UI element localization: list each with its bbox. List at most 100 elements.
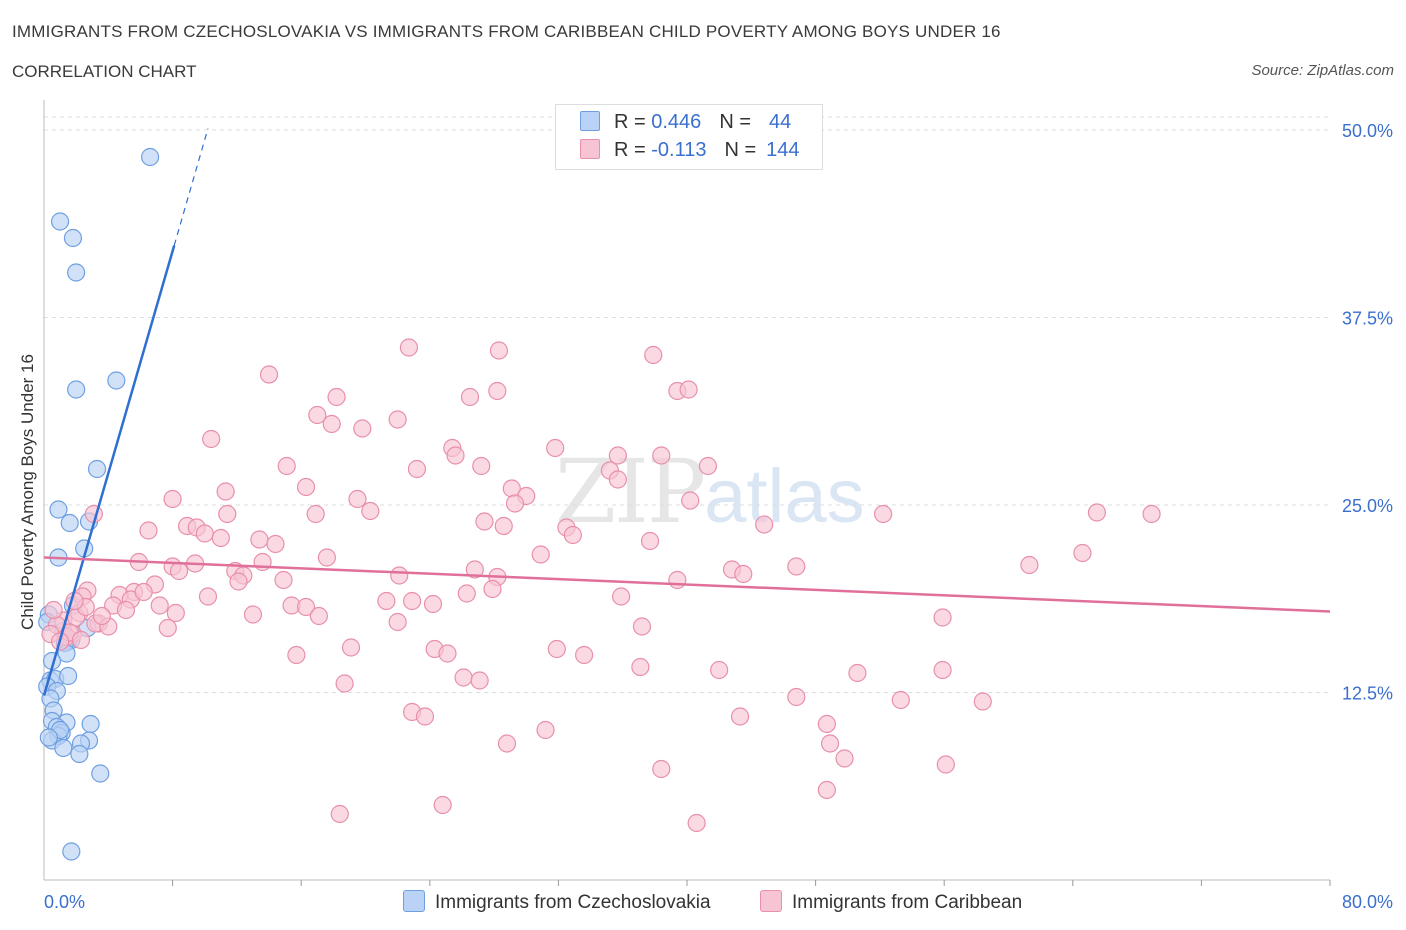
czechoslovakia-point <box>140 147 160 167</box>
czechoslovakia-point <box>67 380 86 399</box>
caribbean-point <box>457 584 476 603</box>
caribbean-point <box>250 530 269 549</box>
caribbean-point <box>218 504 237 524</box>
caribbean-point <box>229 572 248 591</box>
chart-title: IMMIGRANTS FROM CZECHOSLOVAKIA VS IMMIGR… <box>12 22 1001 41</box>
caribbean-point <box>306 504 325 524</box>
caribbean-point <box>465 560 484 579</box>
caribbean-point <box>546 438 565 458</box>
caribbean-point <box>483 579 502 599</box>
caribbean-point <box>259 365 279 384</box>
caribbean-point <box>92 606 111 626</box>
czechoslovakia-point <box>59 666 78 686</box>
caribbean-point <box>287 645 306 665</box>
caribbean-point <box>403 591 422 611</box>
caribbean-point <box>891 690 910 710</box>
caribbean-point <box>388 410 407 429</box>
caribbean-point <box>679 380 698 399</box>
caribbean-point <box>472 456 491 476</box>
caribbean-point <box>169 561 189 581</box>
caribbean-point <box>116 600 136 620</box>
czechoslovakia-point <box>107 371 126 390</box>
caribbean-point <box>497 734 517 753</box>
caribbean-point <box>353 419 372 438</box>
caribbean-point <box>274 570 293 590</box>
grid-lines <box>44 116 1330 693</box>
caribbean-point <box>488 381 507 401</box>
czechoslovakia-point <box>62 842 81 861</box>
caribbean-point <box>330 804 349 824</box>
caribbean-point <box>44 600 63 620</box>
legend-row-caribbean: R = -0.113 N = 144 <box>580 139 800 162</box>
blue-swatch <box>580 111 600 131</box>
pink-swatch <box>760 890 782 912</box>
caribbean-point <box>198 587 218 606</box>
trend-lines <box>42 128 1331 696</box>
watermark-zip: ZIP <box>555 440 706 543</box>
axes <box>43 100 1331 886</box>
data-points <box>38 147 1161 861</box>
n-value: 44 <box>769 111 792 133</box>
czechoslovakia-point <box>91 764 110 783</box>
caribbean-point <box>494 516 513 536</box>
caribbean-point <box>407 459 427 479</box>
caribbean-point <box>489 341 509 360</box>
n-label: N = <box>719 111 751 133</box>
caribbean-point <box>308 405 327 425</box>
caribbean-point <box>631 657 650 677</box>
caribbean-point <box>817 714 836 734</box>
caribbean-point <box>460 387 480 407</box>
r-label: R = <box>614 111 646 133</box>
chart-subtitle: CORRELATION CHART <box>12 62 197 81</box>
caribbean-point <box>874 504 893 524</box>
caribbean-point <box>787 687 806 707</box>
caribbean-point <box>820 734 840 753</box>
caribbean-point <box>563 525 582 545</box>
caribbean-point <box>668 570 687 590</box>
watermark: ZIPatlas <box>555 440 865 543</box>
x-tick-label: 80.0% <box>1342 892 1393 912</box>
caribbean-point <box>505 494 525 513</box>
caribbean-point <box>1087 503 1107 522</box>
axis-labels: 12.5% 25.0% 37.5% 50.0% 0.0% 80.0% Child Pover… <box>18 121 1393 912</box>
caribbean-point <box>755 515 774 534</box>
caribbean-point <box>296 597 316 617</box>
caribbean-point <box>341 638 361 657</box>
caribbean-point <box>327 387 346 407</box>
caribbean-point <box>388 612 407 632</box>
caribbean-point <box>150 596 169 615</box>
caribbean-point <box>475 512 494 531</box>
r-value: -0.113 <box>651 139 707 161</box>
n-label: N = <box>724 139 757 161</box>
y-axis-title: Child Poverty Among Boys Under 16 <box>18 354 37 630</box>
caribbean-point <box>296 477 316 497</box>
y-tick-label: 25.0% <box>1342 496 1393 516</box>
caribbean-point <box>734 564 753 584</box>
caribbean-point <box>536 720 555 740</box>
watermark-atlas: atlas <box>704 454 865 539</box>
caribbean-point <box>377 591 396 611</box>
caribbean-point <box>158 618 177 638</box>
source-label: Source: ZipAtlas.com <box>1251 62 1394 79</box>
caribbean-point <box>195 524 214 543</box>
caribbean-trend-line <box>43 556 1331 613</box>
caribbean-point <box>611 587 631 606</box>
correlation-legend: R = 0.446 N = 44 R = -0.113 N = 144 <box>555 104 823 170</box>
caribbean-point <box>399 338 419 357</box>
caribbean-point <box>134 582 153 602</box>
caribbean-point <box>166 603 185 623</box>
caribbean-point <box>470 671 489 690</box>
x-tick-label: 0.0% <box>44 892 85 912</box>
caribbean-point <box>698 456 717 476</box>
czechoslovakia-point <box>67 263 86 282</box>
czechoslovakia-trend-extension <box>173 128 209 246</box>
caribbean-point <box>317 548 337 567</box>
caribbean-point <box>139 521 158 540</box>
czechoslovakia-point <box>54 738 73 758</box>
caribbean-point <box>575 645 594 665</box>
czechoslovakia-point <box>50 212 70 231</box>
caribbean-point <box>730 707 750 726</box>
caribbean-point <box>454 668 473 687</box>
caribbean-point <box>433 795 452 815</box>
caribbean-point <box>933 660 952 680</box>
